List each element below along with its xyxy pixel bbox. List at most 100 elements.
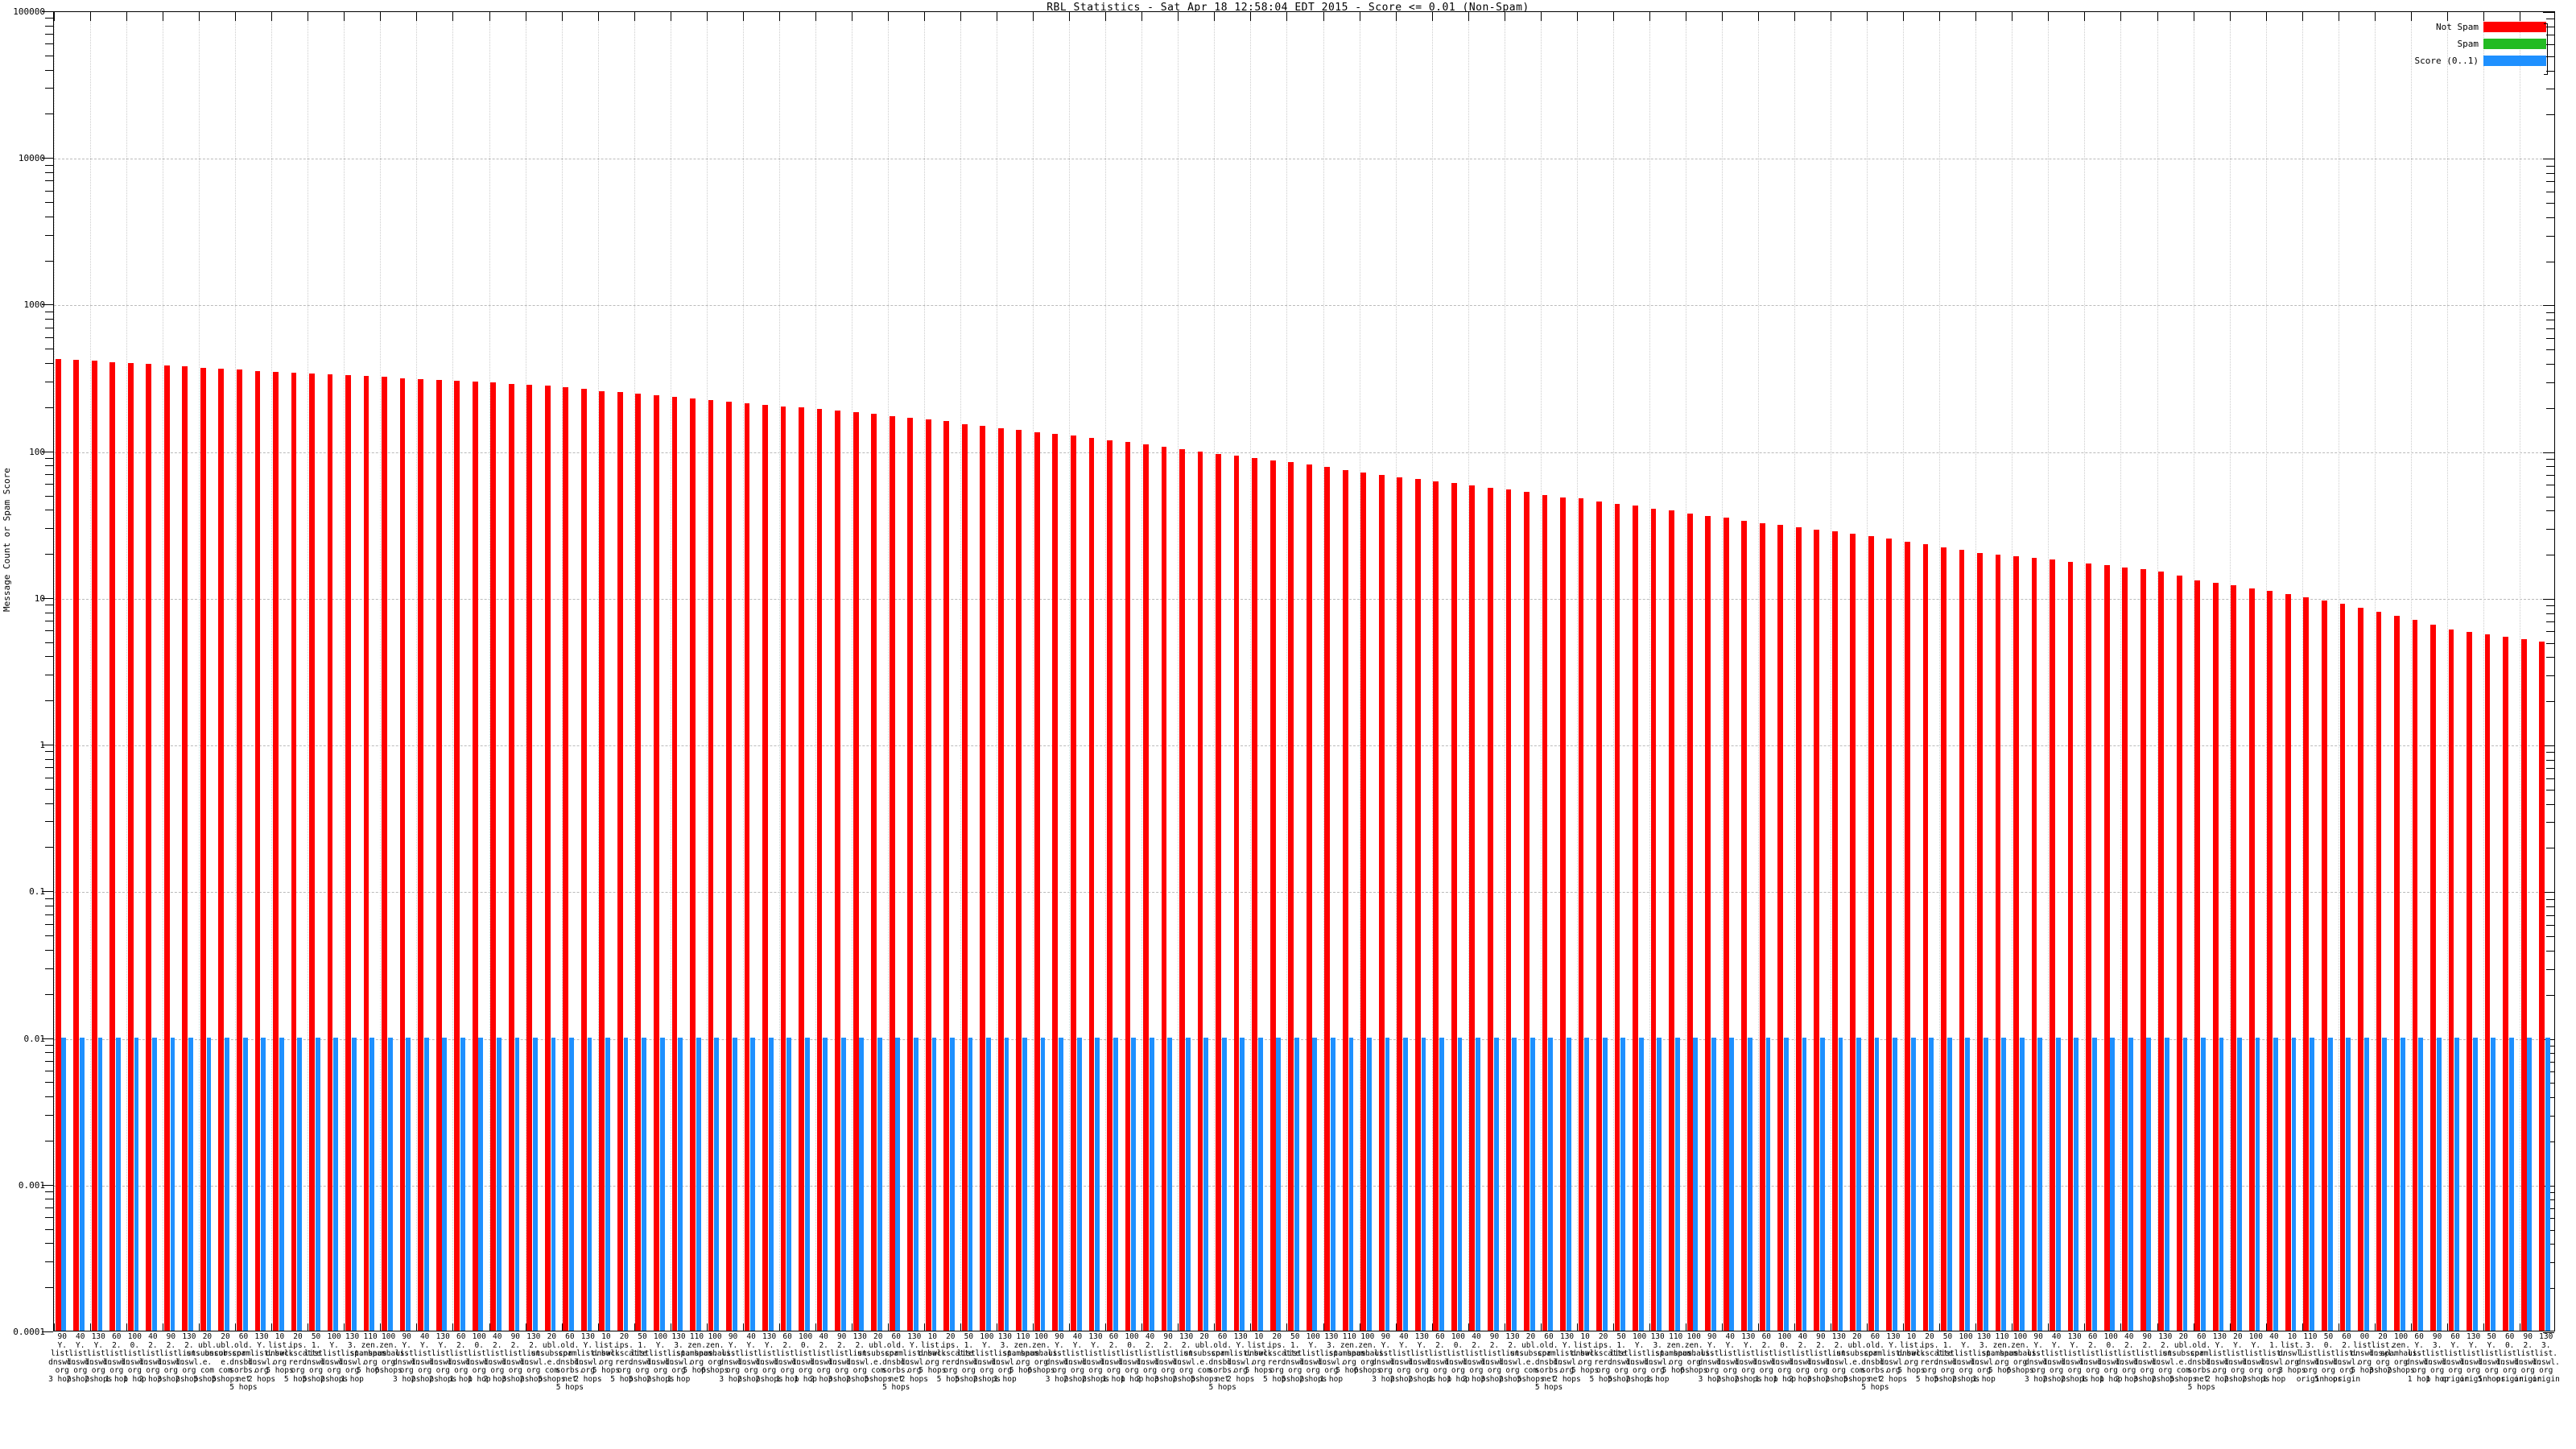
bar-score bbox=[1294, 1037, 1299, 1331]
y-axis-minor-tick bbox=[45, 527, 53, 529]
y-axis-minor-tick bbox=[45, 656, 53, 658]
bar-score bbox=[1638, 1037, 1644, 1331]
bar-score bbox=[2019, 1037, 2025, 1331]
bar-not-spam bbox=[889, 415, 895, 1331]
x-axis-tick-top bbox=[2048, 12, 2050, 21]
bar-score bbox=[642, 1037, 646, 1331]
x-axis-tick-label: 130 3. list. dnswl. org 1 hop bbox=[338, 1332, 366, 1384]
bar-score bbox=[840, 1037, 846, 1331]
x-axis-tick-label: 100 Y. list. dnswl. org 2 hops bbox=[1625, 1332, 1653, 1384]
x-axis-tick-top bbox=[1649, 12, 1650, 21]
bar-not-spam bbox=[2031, 558, 2037, 1331]
y-axis-tick bbox=[42, 597, 53, 599]
x-axis-tick-top bbox=[1758, 12, 1760, 21]
x-axis-tick-top bbox=[1286, 12, 1288, 21]
x-axis-tick-label: 50 1. list. dnswl. org 5 hops bbox=[1281, 1332, 1309, 1384]
x-axis-tick-label: 90 3. list. dnswl. org 1 hop bbox=[2423, 1332, 2451, 1384]
bar-not-spam bbox=[309, 374, 315, 1331]
bar-not-spam bbox=[1777, 525, 1784, 1331]
x-axis-tick-label: 100 Y. list. dnswl. org 2 hops bbox=[972, 1332, 1001, 1384]
x-axis-tick-label: 90 Y. list. dnswl. org 3 hops bbox=[1045, 1332, 1074, 1384]
x-axis-tick-label: 100 zen. spamhaus. org 2 hops bbox=[2380, 1332, 2422, 1375]
y-axis-minor-tick-right bbox=[2546, 675, 2554, 677]
x-axis-tick-label: 130 Y. list. dnswl. org 2 hops bbox=[574, 1332, 602, 1384]
x-axis-tick-top bbox=[1612, 12, 1614, 21]
bar-score bbox=[986, 1037, 991, 1331]
y-axis-minor-tick-right bbox=[2546, 235, 2554, 237]
bar-score bbox=[2545, 1037, 2550, 1331]
y-axis-minor-tick-right bbox=[2546, 1115, 2554, 1117]
x-axis-tick-label: 40 2. list. dnswl. org 2 hops bbox=[1136, 1332, 1164, 1384]
bar-score bbox=[1185, 1037, 1191, 1331]
y-axis-minor-tick-right bbox=[2546, 528, 2554, 530]
bar-score bbox=[1221, 1037, 1227, 1331]
bar-score bbox=[877, 1037, 882, 1331]
x-axis-tick-label: 100 Y. list. dnswl. org 2 hops bbox=[1299, 1332, 1327, 1384]
x-axis-tick-top bbox=[888, 12, 889, 21]
y-axis-minor-tick bbox=[45, 234, 53, 236]
bar-not-spam bbox=[943, 421, 950, 1331]
x-axis-tick-bottom bbox=[960, 1323, 962, 1331]
y-axis-minor-tick bbox=[45, 319, 53, 320]
bar-not-spam bbox=[399, 378, 406, 1331]
x-axis-tick-label: 20 ubl. unsubscore. com 5 hops bbox=[1836, 1332, 1878, 1384]
y-axis-minor-tick bbox=[45, 336, 53, 338]
bar-not-spam bbox=[1360, 472, 1367, 1331]
x-axis-tick-bottom bbox=[2048, 1323, 2050, 1331]
x-axis-tick-label: 50 Y. list. dnswl. org 5 hops bbox=[2478, 1332, 2506, 1384]
bar-score bbox=[1893, 1037, 1897, 1331]
bar-score bbox=[587, 1037, 592, 1331]
x-axis-tick-bottom bbox=[2084, 1323, 2086, 1331]
bar-score bbox=[859, 1037, 865, 1331]
legend-frame bbox=[2544, 23, 2548, 75]
bar-not-spam bbox=[73, 360, 80, 1331]
legend-item-spam: Spam bbox=[2345, 36, 2546, 51]
y-axis-minor-tick-right bbox=[2546, 172, 2554, 174]
x-axis-tick-label: 90 Y. list. dnswl. org 3 hops bbox=[1698, 1332, 1726, 1384]
bar-not-spam bbox=[55, 359, 61, 1331]
x-axis-tick-top bbox=[1141, 12, 1143, 21]
y-axis-minor-tick-right bbox=[2546, 1229, 2554, 1231]
x-axis-tick-bottom bbox=[1431, 1323, 1433, 1331]
bar-score bbox=[1149, 1037, 1154, 1331]
x-axis-tick-bottom bbox=[1250, 1323, 1252, 1331]
bar-not-spam bbox=[907, 418, 914, 1331]
bar-not-spam bbox=[726, 402, 732, 1331]
bar-not-spam bbox=[1143, 444, 1149, 1331]
x-axis-tick-bottom bbox=[235, 1323, 237, 1331]
bar-score bbox=[2037, 1037, 2043, 1331]
x-axis-tick-label: 130 3. list. dnswl. org 1 hop bbox=[664, 1332, 693, 1384]
bar-not-spam bbox=[146, 363, 152, 1331]
bar-score bbox=[2273, 1037, 2278, 1331]
y-axis-minor-tick bbox=[45, 1228, 53, 1230]
bar-score bbox=[2508, 1037, 2514, 1331]
x-axis-tick-label: 40 2. list. dnswl. org 2 hops bbox=[2115, 1332, 2143, 1384]
x-axis-tick-label: 90 Y. list. dnswl. org 3 hops bbox=[48, 1332, 76, 1384]
bar-score bbox=[569, 1037, 574, 1331]
bar-not-spam bbox=[1378, 475, 1385, 1331]
x-axis-tick-label: 10 list. dnswl. org 5 hops bbox=[1245, 1332, 1273, 1375]
x-axis-tick-label: 130 3. list. dnswl. org 1 hop bbox=[1970, 1332, 1998, 1384]
bar-not-spam bbox=[1269, 460, 1276, 1331]
bar-score bbox=[1711, 1037, 1716, 1331]
x-axis-tick-label: 60 2. list. dnswl. org 1 hop bbox=[773, 1332, 802, 1384]
bar-score bbox=[2346, 1037, 2351, 1331]
y-axis-minor-tick bbox=[45, 923, 53, 925]
bar-not-spam bbox=[127, 362, 134, 1331]
x-axis-tick-label: 20 ubl. unsubscore. com 5 hops bbox=[186, 1332, 229, 1384]
y-axis-minor-tick-right bbox=[2546, 56, 2554, 57]
bar-score bbox=[1657, 1037, 1662, 1331]
bar-not-spam bbox=[1088, 437, 1095, 1331]
x-axis-tick-label: 50 1. list. dnswl. org 5 hops bbox=[955, 1332, 983, 1384]
y-axis-minor-tick bbox=[45, 1044, 53, 1046]
x-axis-tick-top bbox=[1033, 12, 1034, 21]
y-axis-tick-right bbox=[2543, 12, 2554, 13]
y-axis-minor-tick bbox=[45, 968, 53, 969]
y-axis-minor-tick-right bbox=[2546, 165, 2554, 167]
bar-not-spam bbox=[1252, 457, 1257, 1331]
x-axis-tick-bottom bbox=[344, 1323, 345, 1331]
x-axis-tick-top bbox=[1903, 12, 1905, 21]
x-axis-tick-label: 20 list. dnswl. org 3 hops bbox=[2368, 1332, 2397, 1375]
bar-not-spam bbox=[580, 389, 587, 1331]
bar-not-spam bbox=[1850, 534, 1856, 1331]
